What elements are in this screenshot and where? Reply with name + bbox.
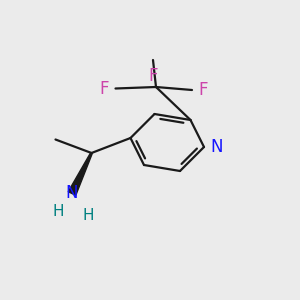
Text: F: F xyxy=(148,67,158,85)
Polygon shape xyxy=(68,153,92,195)
Text: H: H xyxy=(53,204,64,219)
Text: N: N xyxy=(211,138,223,156)
Text: N: N xyxy=(66,184,78,202)
Text: F: F xyxy=(199,81,208,99)
Text: H: H xyxy=(83,208,94,224)
Text: F: F xyxy=(99,80,109,98)
